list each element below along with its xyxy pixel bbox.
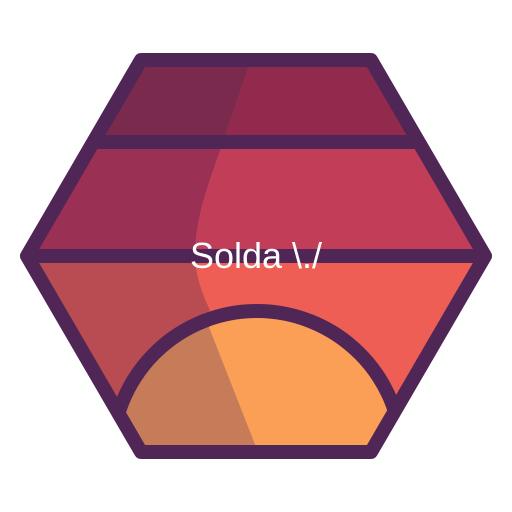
hexagon-outline [20,53,492,459]
sun-outline [105,304,409,452]
band-top-shadow [27,60,252,144]
band-top [27,60,485,144]
logo-label: Solda \./ [189,235,323,276]
sun-shadow [112,317,258,452]
